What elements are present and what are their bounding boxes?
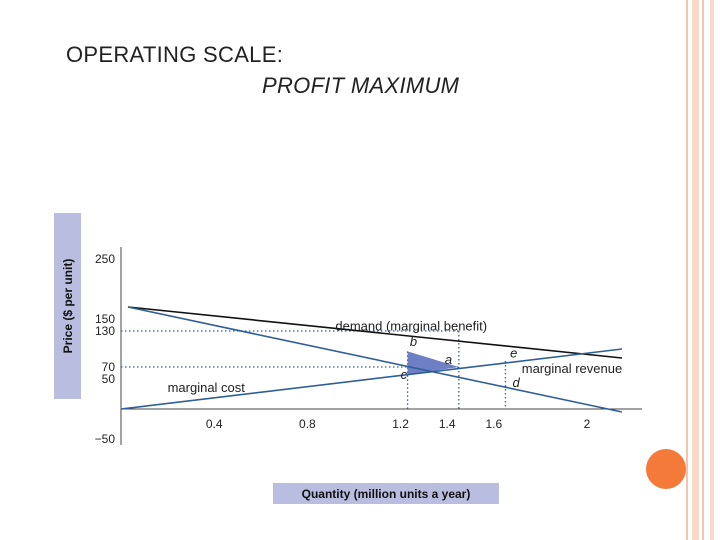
point-label-c: c: [401, 367, 408, 382]
x-axis-title: Quantity (million units a year): [302, 487, 471, 501]
x-axis-title-background: [273, 483, 499, 504]
point-label-b: b: [410, 334, 417, 349]
decorative-stripe: [686, 0, 688, 540]
marginal-revenue-label: marginal revenue: [522, 361, 622, 376]
slide-subtitle: PROFIT MAXIMUM: [262, 73, 460, 98]
x-tick-label: 0.8: [299, 417, 316, 431]
decorative-stripe: [710, 0, 714, 540]
point-label-d: d: [512, 375, 520, 390]
demand-marginal-benefit-label: demand (marginal benefit): [335, 318, 487, 333]
y-axis-title: Price ($ per unit): [61, 259, 75, 354]
slide-title: OPERATING SCALE:: [66, 42, 284, 67]
point-label-a: a: [445, 352, 452, 367]
marginal-cost-label: marginal cost: [168, 380, 246, 395]
y-tick-label: 70: [102, 360, 116, 374]
decorative-orange-dot: [646, 449, 686, 489]
point-label-e: e: [510, 345, 517, 360]
x-tick-label: 1.2: [392, 417, 409, 431]
y-tick-label: 150: [95, 312, 115, 326]
marginal-revenue-line: [127, 306, 623, 413]
x-tick-label: 1.6: [485, 417, 502, 431]
x-tick-label: 2: [584, 417, 591, 431]
y-tick-label: 130: [95, 324, 115, 338]
y-tick-label: 250: [95, 252, 115, 266]
y-axis-title-background: [54, 213, 81, 399]
y-tick-label: 50: [102, 372, 116, 386]
demand-marginal-benefit-line: [127, 306, 623, 359]
marginal-cost-line: [120, 348, 623, 410]
x-tick-label: 1.4: [439, 417, 456, 431]
y-tick-label: −50: [95, 432, 116, 446]
decorative-stripe: [692, 0, 699, 540]
x-tick-label: 0.4: [206, 417, 223, 431]
decorative-stripe: [702, 0, 704, 540]
